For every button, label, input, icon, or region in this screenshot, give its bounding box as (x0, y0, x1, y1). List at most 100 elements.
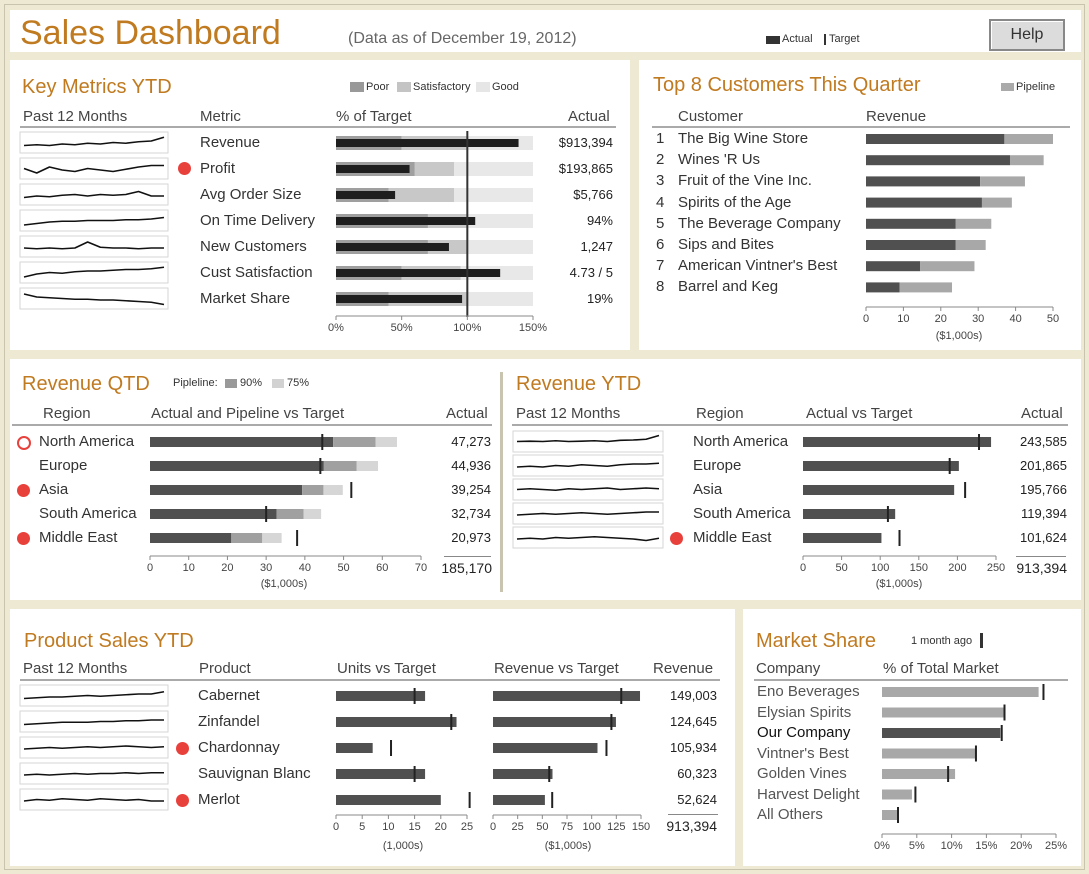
region-qtd-actual: 20,973 (451, 530, 491, 545)
region-qtd-pipeline-90-bar (323, 461, 357, 471)
key-metric-sparkline-box (19, 235, 169, 258)
region-name: Middle East (39, 529, 118, 546)
product-units-bar (336, 691, 426, 701)
region-qtd-pipeline-75-bar (323, 485, 343, 495)
product-revenue-bar (493, 743, 598, 753)
top-customers-tick-label: 40 (1009, 313, 1022, 325)
top-customers-axis-unit: ($1,000s) (935, 330, 983, 342)
region-ytd-actual-bar (803, 533, 882, 543)
revenue-ytd-tick-label: 250 (986, 562, 1006, 574)
metric-name: Profit (200, 160, 236, 177)
customer-rank: 8 (656, 278, 665, 296)
product-sparkline (23, 745, 165, 750)
customer-name: Spirits of the Age (678, 193, 792, 211)
key-metrics-tick-label: 0% (328, 322, 344, 334)
company-name: Vintner's Best (757, 744, 849, 762)
customer-name: The Big Wine Store (678, 130, 809, 147)
key-metrics-header-pct: % of Target (336, 108, 412, 125)
legend-satisfactory-label: Satisfactory (413, 81, 471, 93)
legend-pipeline-75-label: 75% (287, 377, 310, 389)
revenue-qtd-tick-label: 70 (414, 562, 428, 574)
key-metrics-title: Key Metrics YTD (22, 76, 172, 98)
region-qtd-pipeline-90-bar (276, 509, 304, 519)
company-name: All Others (757, 806, 823, 823)
legend-pipeline-swatch (1001, 83, 1014, 91)
top-customers-tick-label: 0 (862, 313, 870, 325)
customer-pipeline-bar (1004, 134, 1053, 144)
region-name: Europe (39, 457, 88, 474)
legend-pipeline-label: Pipeline (1016, 81, 1056, 93)
product-revenue: 105,934 (670, 740, 717, 755)
legend-pipeline-90-label: 90% (240, 377, 263, 389)
revenue-qtd-tick-label: 20 (221, 562, 234, 574)
customer-rank: 7 (656, 257, 665, 275)
customer-rank: 5 (656, 214, 665, 232)
market-share-header-company: Company (756, 660, 821, 677)
market-share-tick-label: 0% (874, 840, 890, 852)
region-ytd-actual: 201,865 (1020, 458, 1067, 473)
company-name: Harvest Delight (757, 785, 860, 803)
region-qtd-pipeline-90-bar (231, 533, 263, 543)
product-units-axis-unit: (1,000s) (382, 840, 424, 852)
region-ytd-sparkline (516, 535, 660, 542)
top-customers-tick-label: 50 (1046, 313, 1060, 325)
legend-poor-swatch (350, 82, 364, 92)
region-qtd-actual-bar (150, 485, 303, 495)
company-share-bar (882, 748, 976, 759)
legend-satisfactory-swatch (397, 82, 411, 92)
bullet-actual-bar (336, 243, 449, 251)
product-revenue-bar (493, 795, 545, 805)
region-ytd-actual-bar (803, 461, 959, 471)
metric-name: Revenue (200, 134, 261, 151)
product-revenue-bar (493, 769, 553, 779)
pipeline-legend-label: Pipleline: (173, 377, 218, 389)
product-name: Sauvignan Blanc (198, 765, 311, 782)
region-name: North America (39, 433, 135, 450)
customer-pipeline-bar (899, 282, 953, 293)
bullet-actual-bar (336, 165, 410, 173)
metric-name: New Customers (200, 238, 307, 255)
region-qtd-actual-bar (150, 437, 334, 447)
revenue-ytd-tick-label: 200 (948, 562, 967, 574)
revenue-ytd-tick-label: 150 (909, 562, 928, 574)
customer-rank: 1 (656, 130, 665, 147)
market-share-header-pct: % of Total Market (883, 660, 999, 677)
market-share-tick-label: 20% (1010, 840, 1033, 852)
legend-actual-label: Actual (782, 33, 813, 45)
product-sales-total: 913,394 (666, 818, 717, 834)
revenue-panel-divider (500, 372, 503, 592)
company-name: Golden Vines (757, 765, 847, 782)
region-qtd-pipeline-75-bar (356, 461, 379, 471)
bullet-range-good (467, 240, 533, 254)
key-metrics-header-actual: Actual (568, 108, 610, 125)
alert-dot (670, 532, 683, 545)
metric-actual: 4.73 / 5 (569, 265, 613, 280)
customer-revenue-bar (866, 218, 956, 229)
customer-pipeline-bar (955, 240, 986, 250)
product-revenue-bar (493, 717, 616, 727)
region-qtd-pipeline-90-bar (333, 437, 376, 447)
product-name: Zinfandel (198, 713, 260, 730)
customer-revenue-bar (866, 261, 921, 272)
metric-actual: $913,394 (558, 135, 613, 150)
help-button[interactable]: Help (989, 19, 1065, 51)
company-share-bar (882, 769, 956, 779)
revenue-ytd-header-region: Region (696, 405, 744, 422)
product-revenue-bar (493, 691, 641, 701)
top-customers-tick-label: 30 (972, 313, 985, 325)
product-revenue-tick-label: 125 (607, 821, 626, 833)
legend-good-label: Good (492, 81, 519, 93)
legend-good-swatch (476, 82, 490, 92)
product-revenue-tick-label: 25 (511, 821, 524, 833)
key-metric-sparkline (23, 293, 165, 306)
key-metric-sparkline (23, 136, 165, 147)
product-units-tick-label: 5 (359, 821, 366, 833)
product-sparkline (23, 719, 164, 726)
alert-dot (17, 532, 30, 545)
revenue-qtd-tick-label: 30 (260, 562, 273, 574)
revenue-qtd-total-rule (444, 556, 491, 557)
revenue-ytd-header-chart: Actual vs Target (806, 405, 913, 422)
revenue-qtd-title: Revenue QTD (22, 373, 150, 395)
metric-actual: 19% (586, 291, 613, 306)
revenue-ytd-tick-label: 50 (835, 562, 848, 574)
